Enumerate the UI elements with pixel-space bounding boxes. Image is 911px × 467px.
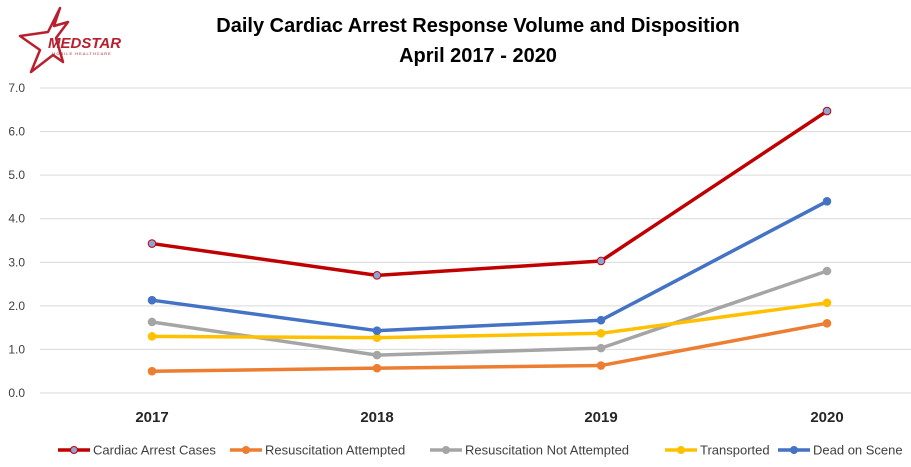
- legend-item: Resuscitation Not Attempted: [430, 443, 629, 458]
- gridlines: [40, 87, 911, 394]
- data-point: [147, 295, 157, 305]
- legend-label: Resuscitation Not Attempted: [465, 443, 629, 458]
- data-point: [147, 239, 157, 248]
- series-line: [150, 199, 829, 333]
- data-point: [822, 318, 832, 328]
- medstar-logo: MEDSTAR MOBILE HEALTHCARE: [18, 6, 121, 74]
- y-tick-label: 7.0: [8, 81, 25, 95]
- y-axis-ticks: 0.0 1.0 2.0 3.0 4.0 5.0 6.0 7.0: [8, 81, 25, 400]
- x-axis-ticks: 2017 2018 2019 2020: [135, 409, 843, 426]
- y-tick-label: 4.0: [8, 212, 25, 226]
- legend-swatch-marker: [242, 446, 250, 454]
- data-point: [822, 196, 832, 206]
- chart-title: Daily Cardiac Arrest Response Volume and…: [216, 15, 739, 37]
- y-tick-label: 3.0: [8, 255, 25, 269]
- data-point: [822, 266, 832, 276]
- series-transported: [147, 298, 832, 342]
- legend-swatch-marker: [677, 446, 685, 454]
- data-point: [372, 350, 382, 360]
- x-tick-label: 2020: [810, 409, 843, 426]
- data-point: [596, 343, 606, 353]
- data-point: [372, 333, 382, 342]
- x-tick-label: 2019: [584, 409, 617, 426]
- data-point: [596, 329, 606, 338]
- legend-label: Dead on Scene: [813, 443, 903, 458]
- y-tick-label: 5.0: [8, 168, 25, 182]
- legend: Cardiac Arrest Cases Resuscitation Attemp…: [58, 443, 903, 458]
- logo-wordmark: MEDSTAR: [48, 35, 121, 52]
- legend-swatch-marker: [442, 446, 450, 454]
- data-point: [372, 326, 382, 335]
- y-tick-label: 1.0: [8, 342, 25, 356]
- legend-item: Dead on Scene: [778, 443, 903, 458]
- series-lines: [147, 106, 832, 376]
- series-dead-on-scene: [147, 196, 832, 335]
- star-logo-icon: [18, 6, 70, 74]
- x-tick-label: 2018: [360, 409, 393, 426]
- y-tick-label: 6.0: [8, 125, 25, 139]
- series-line: [150, 301, 829, 340]
- series-cardiac-arrest-cases: [147, 106, 832, 280]
- series-resuscitation-attempted: [147, 318, 832, 376]
- legend-item: Transported: [665, 443, 770, 458]
- data-point: [372, 271, 382, 280]
- legend-swatch-marker: [70, 446, 78, 454]
- legend-label: Cardiac Arrest Cases: [93, 443, 216, 458]
- legend-swatch-marker: [790, 446, 798, 454]
- legend-item: Resuscitation Attempted: [230, 443, 405, 458]
- data-point: [147, 317, 157, 327]
- data-point: [596, 315, 606, 325]
- legend-label: Resuscitation Attempted: [265, 443, 405, 458]
- series-line: [150, 321, 829, 373]
- data-point: [147, 366, 157, 376]
- legend-item: Cardiac Arrest Cases: [58, 443, 216, 458]
- y-tick-label: 2.0: [8, 299, 25, 313]
- data-point: [822, 298, 832, 308]
- x-tick-label: 2017: [135, 409, 168, 426]
- data-point: [147, 332, 157, 341]
- legend-label: Transported: [700, 443, 770, 458]
- data-point: [372, 363, 382, 373]
- logo-tagline: MOBILE HEALTHCARE: [52, 51, 112, 56]
- chart-subtitle: April 2017 - 2020: [399, 45, 557, 67]
- data-point: [822, 106, 832, 116]
- data-point: [596, 256, 606, 266]
- data-point: [596, 361, 606, 370]
- y-tick-label: 0.0: [8, 386, 25, 400]
- series-line: [150, 109, 829, 278]
